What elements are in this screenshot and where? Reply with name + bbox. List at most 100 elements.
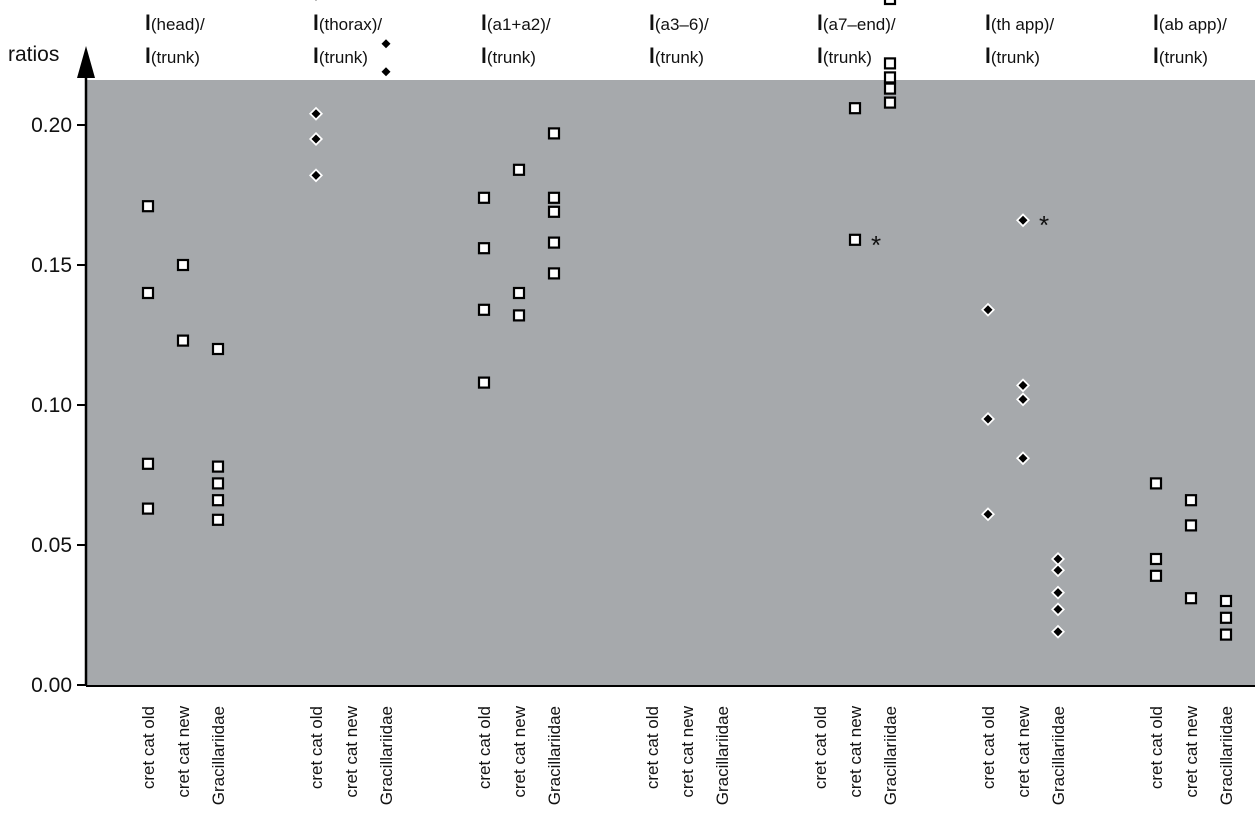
x-category-label: cret cat old — [307, 706, 326, 789]
data-point-square — [1149, 569, 1163, 582]
data-point-diamond — [311, 170, 321, 180]
data-point-square — [1149, 552, 1163, 566]
data-point-diamond — [1018, 215, 1028, 225]
data-point-square — [1184, 519, 1198, 532]
data-point-square — [141, 200, 155, 213]
x-category-label: Gracillariidae — [1217, 706, 1236, 805]
group-header-line: l(trunk) — [145, 45, 200, 68]
x-category-label: cret cat old — [979, 706, 998, 789]
data-point-square — [141, 457, 155, 470]
data-point-square — [547, 236, 561, 249]
x-category-labels: cret cat old cret cat new Gracillariidae cr… — [139, 705, 1236, 805]
group-header-line: l(trunk) — [817, 45, 872, 68]
data-point-square — [1219, 628, 1233, 641]
data-point-diamond — [311, 109, 321, 119]
axes: 0.000.050.100.150.200.250.300.350.40rati… — [8, 43, 1255, 697]
group-header-line: l(trunk) — [1153, 45, 1208, 68]
data-point-square — [211, 513, 225, 526]
data-point-square — [477, 376, 491, 389]
data-point-square — [477, 303, 491, 316]
group-header-line: l(trunk) — [313, 45, 368, 68]
y-tick-label: 0.20 — [31, 114, 72, 137]
group-header-line: l(a7–end)/ — [817, 12, 896, 35]
asterisk-annotation: * — [871, 230, 881, 260]
data-point-square — [1219, 594, 1233, 608]
data-point-square — [512, 163, 526, 176]
data-point-diamond — [983, 305, 993, 315]
data-point-square — [176, 334, 190, 347]
x-category-label: cret cat old — [811, 706, 830, 789]
data-point-square — [883, 82, 897, 95]
x-category-label: cret cat old — [475, 706, 494, 789]
data-point-square — [547, 267, 561, 280]
y-tick-label: 0.00 — [31, 674, 72, 697]
group-header-line: l(thorax)/ — [313, 12, 382, 35]
data-point-square — [883, 0, 897, 6]
data-point-square — [141, 286, 155, 300]
data-point-square — [211, 494, 225, 507]
data-points: ***** — [141, 0, 1233, 641]
data-point-square — [211, 460, 225, 473]
x-category-label: cret cat old — [139, 706, 158, 789]
data-point-square — [547, 191, 561, 204]
x-category-label: Gracillariidae — [377, 706, 396, 805]
group-header-line: l(ab app)/ — [1153, 12, 1227, 35]
group-headers: l(head)/ l(trunk) l(thorax)/ l(trunk) l(a1+a… — [145, 12, 1227, 68]
data-point-square — [883, 96, 897, 109]
x-category-label: cret cat new — [846, 705, 865, 797]
data-point-diamond — [381, 67, 391, 77]
y-tick-label: 0.05 — [31, 534, 72, 557]
x-category-label: cret cat new — [510, 705, 529, 797]
data-point-diamond — [1018, 394, 1028, 404]
group-header-line: l(trunk) — [985, 45, 1040, 68]
data-point-square — [141, 502, 155, 515]
data-point-square — [512, 286, 526, 300]
data-point-diamond-outline — [312, 0, 320, 4]
data-point-square — [176, 258, 190, 272]
group-header-line: l(trunk) — [481, 45, 536, 68]
x-category-label: Gracillariidae — [209, 706, 228, 805]
data-point-diamond — [1018, 453, 1028, 463]
data-point-square — [848, 233, 862, 246]
data-point-square — [1149, 477, 1163, 490]
y-axis-label: ratios — [8, 43, 59, 66]
x-category-label: Gracillariidae — [1049, 706, 1068, 805]
group-header-line: l(head)/ — [145, 12, 205, 35]
data-point-diamond — [1018, 380, 1028, 390]
data-point-square — [1184, 494, 1198, 507]
x-category-label: cret cat new — [342, 705, 361, 797]
data-point-square — [477, 191, 491, 204]
data-point-diamond — [1053, 565, 1063, 575]
group-header-line: l(a1+a2)/ — [481, 12, 551, 35]
group-header-line: l(a3–6)/ — [649, 12, 709, 35]
data-point-diamond — [983, 414, 993, 424]
data-point-diamond — [983, 509, 993, 519]
data-point-square — [547, 205, 561, 218]
group-header-line: l(th app)/ — [985, 12, 1054, 35]
data-point-diamond — [381, 39, 391, 49]
x-category-label: Gracillariidae — [713, 706, 732, 805]
data-point-square — [883, 57, 897, 70]
plot-background — [86, 80, 1255, 685]
data-point-square — [211, 477, 225, 490]
y-tick-label: 0.15 — [31, 254, 72, 277]
data-point-square — [547, 127, 561, 140]
data-point-square — [848, 102, 862, 115]
group-header-line: l(trunk) — [649, 45, 704, 68]
y-tick-label: 0.10 — [31, 394, 72, 417]
x-category-label: cret cat old — [1147, 706, 1166, 789]
x-category-label: cret cat new — [1182, 705, 1201, 797]
y-axis-arrow — [77, 46, 95, 78]
data-point-square — [477, 242, 491, 255]
x-category-label: Gracillariidae — [545, 706, 564, 805]
data-point-square — [1184, 592, 1198, 605]
data-point-diamond — [1053, 604, 1063, 614]
data-point-square — [211, 342, 225, 356]
data-point-square — [883, 71, 897, 84]
data-point-diamond — [1053, 627, 1063, 637]
x-category-label: cret cat old — [643, 706, 662, 789]
data-point-diamond — [315, 0, 317, 1]
x-category-label: cret cat new — [174, 705, 193, 797]
data-point-square — [512, 309, 526, 322]
